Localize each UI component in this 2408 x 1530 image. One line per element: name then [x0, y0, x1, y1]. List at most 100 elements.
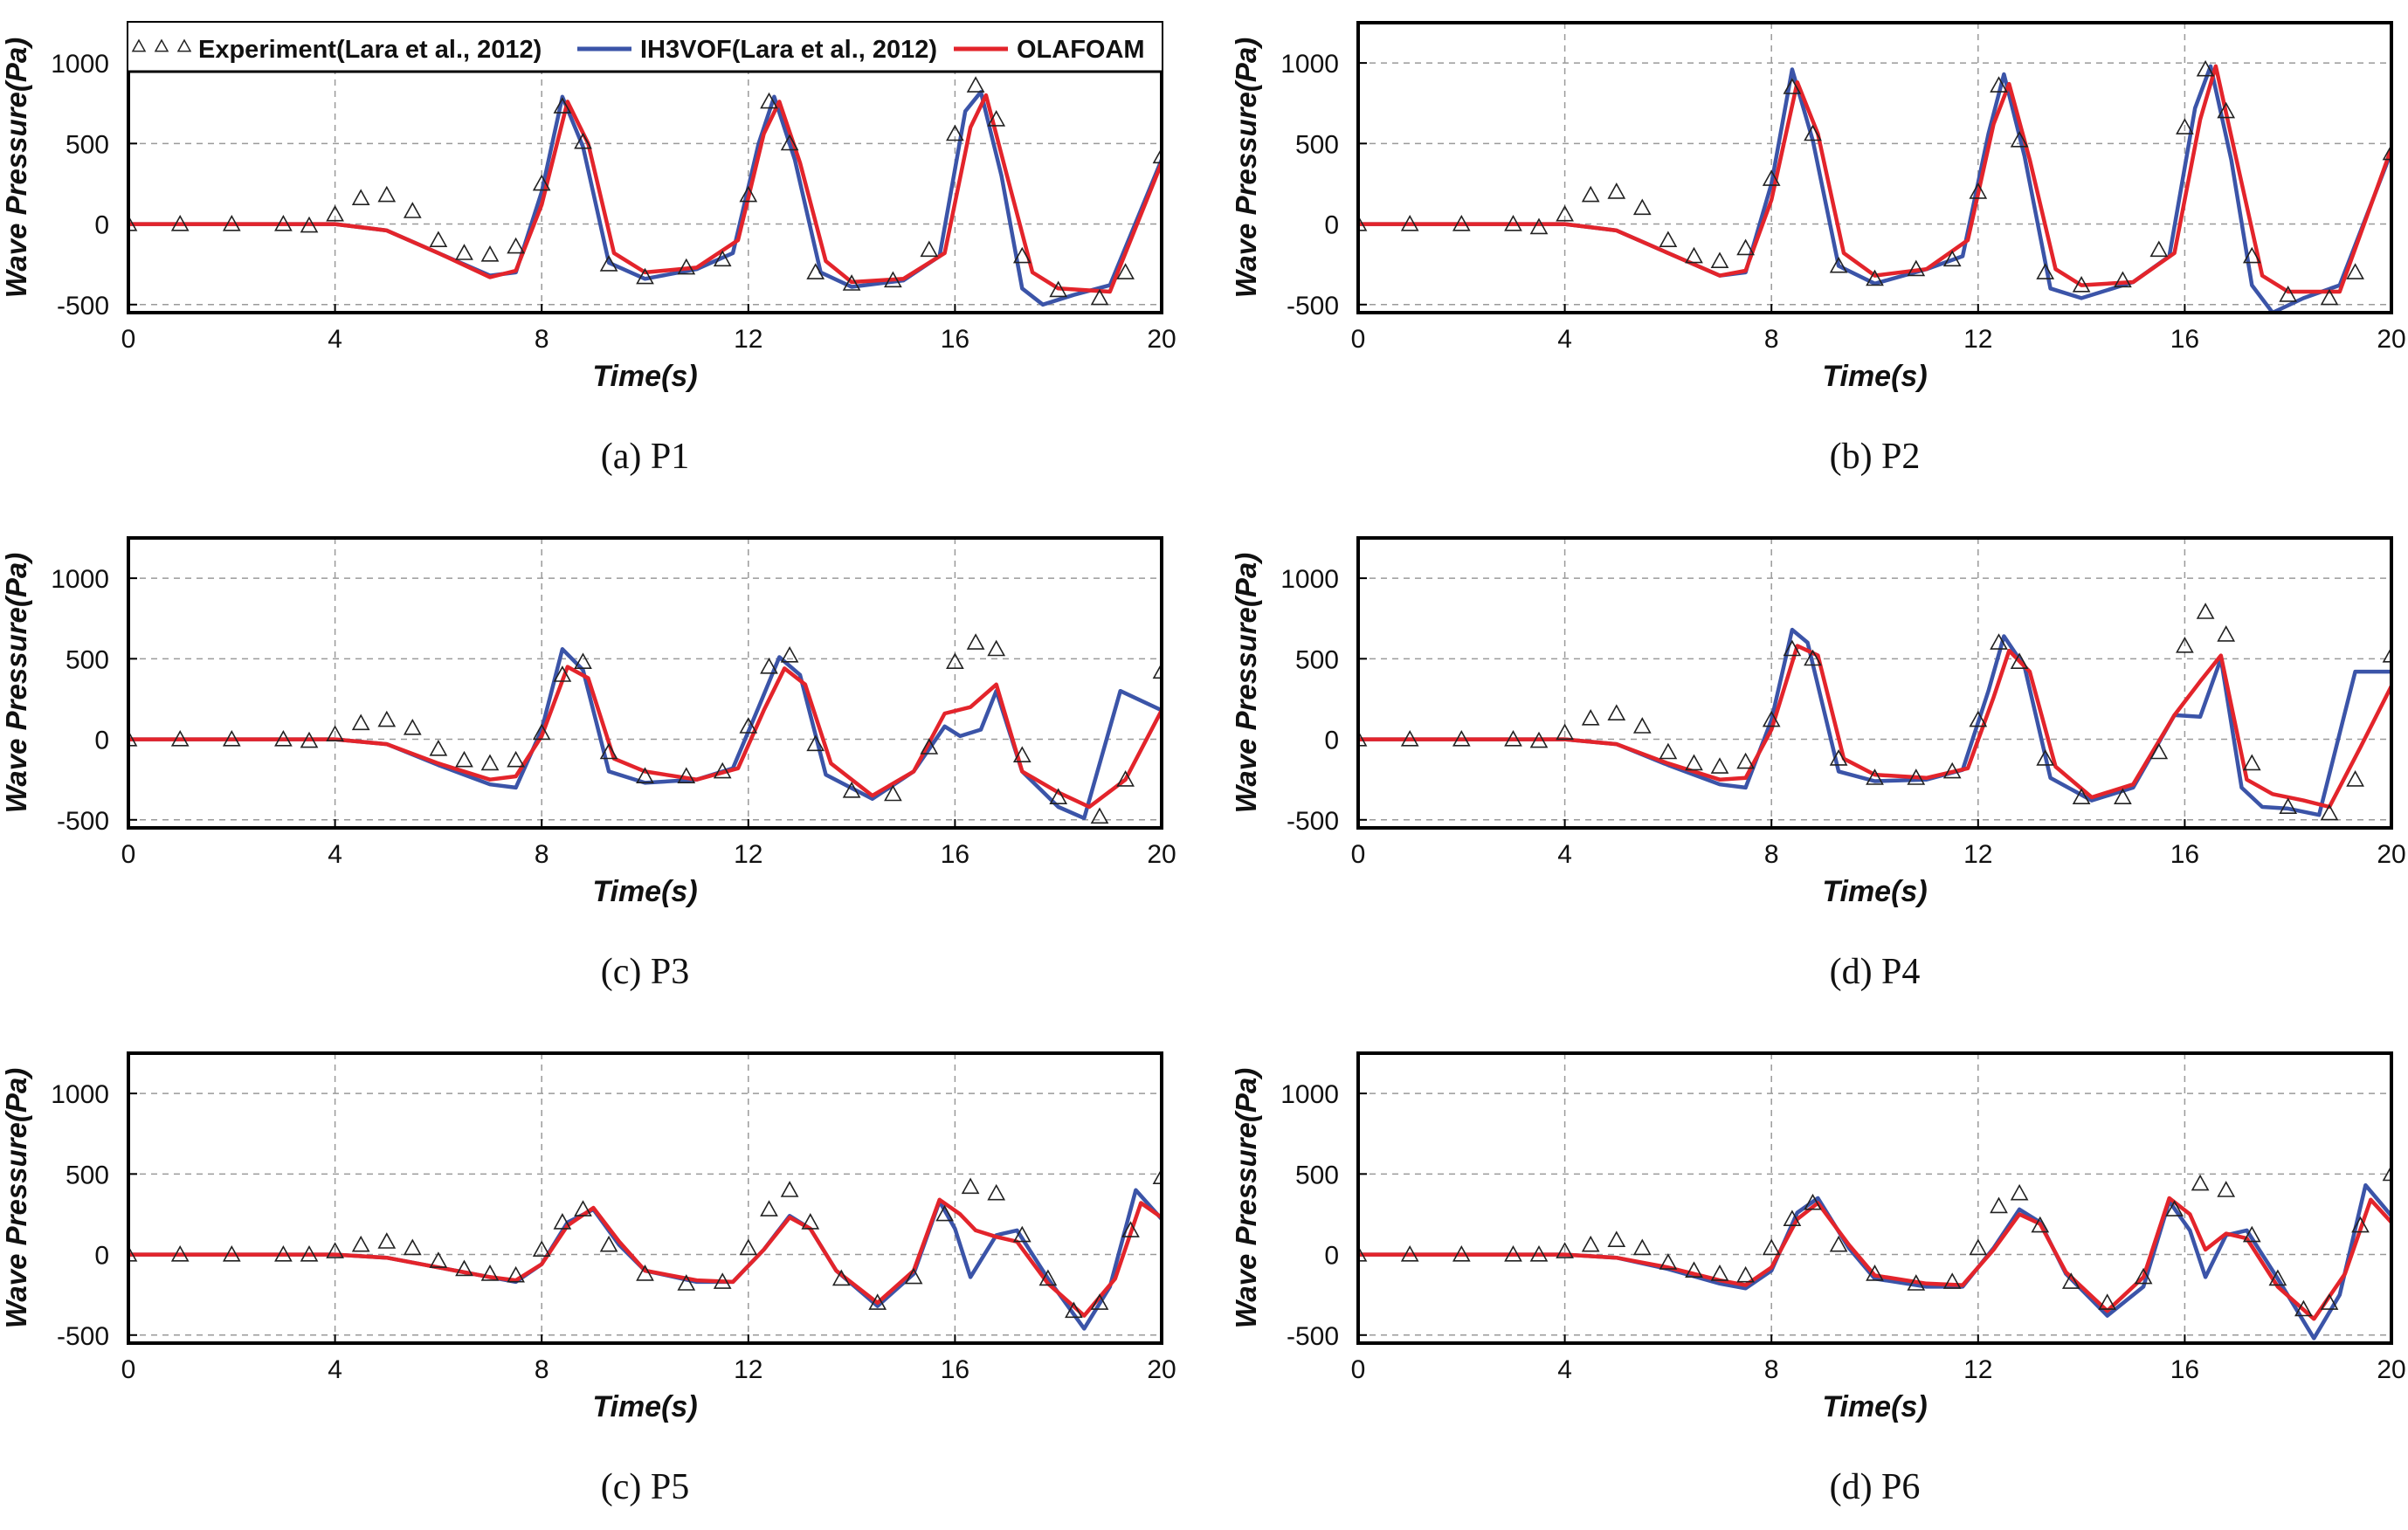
- experiment-point: [1556, 1242, 1574, 1258]
- experiment-point: [1358, 729, 1368, 747]
- legend-ih3vof-label: IH3VOF(Lara et al., 2012): [640, 36, 937, 64]
- legend-experiment-marker: [154, 38, 169, 52]
- experiment-point: [780, 1181, 799, 1197]
- experiment-point: [636, 267, 654, 285]
- experiment-point: [1121, 1221, 1140, 1237]
- legend-olafoam-label: OLAFOAM: [1017, 36, 1145, 64]
- experiment-point: [2010, 130, 2029, 148]
- experiment-point: [920, 240, 939, 258]
- experiment-point: [222, 1244, 241, 1262]
- y-tick-label: 0: [1324, 211, 1339, 240]
- experiment-point: [780, 134, 799, 151]
- experiment-point: [935, 1204, 954, 1222]
- experiment-point: [1400, 214, 1419, 231]
- experiment-point: [1049, 788, 1068, 805]
- experiment-point: [1969, 1238, 1988, 1256]
- plot-frame: [127, 1051, 1163, 1345]
- y-tick-label: 1000: [51, 565, 109, 594]
- experiment-point: [1990, 1196, 2008, 1214]
- experiment-point: [842, 781, 861, 798]
- experiment-point: [2196, 603, 2215, 619]
- legend-experiment-marker: [131, 38, 147, 52]
- panel-caption: (d) P4: [1830, 952, 1921, 992]
- experiment-point: [1907, 768, 1926, 785]
- plot-frame: [127, 536, 1163, 830]
- experiment-point: [1581, 1235, 1600, 1252]
- experiment-point: [1685, 754, 1703, 771]
- series-group: [128, 1168, 1162, 1331]
- experiment-point: [1866, 768, 1884, 785]
- experiment-point: [2036, 263, 2055, 279]
- experiment-point: [599, 255, 618, 272]
- experiment-point: [739, 717, 758, 734]
- olafoam-series-line: [1358, 1196, 2391, 1321]
- x-tick-label: 8: [1764, 325, 1779, 354]
- experiment-point: [1804, 1193, 1822, 1210]
- panel-caption: (d) P6: [1830, 1467, 1921, 1507]
- chart-panel: 0 4 8 12 16 20 -500 0 500 1000 Time(s) Wave Pressur…: [0, 536, 1176, 992]
- olafoam-series-line: [128, 1197, 1162, 1318]
- x-tick-label: 8: [535, 840, 549, 869]
- experiment-point: [480, 1265, 500, 1281]
- y-tick-label: 500: [66, 1161, 109, 1189]
- experiment-point: [599, 742, 618, 760]
- plot-area: [128, 538, 1162, 828]
- experiment-point: [1556, 204, 1574, 222]
- series-group: [1358, 59, 2391, 313]
- experiment-point: [377, 185, 397, 203]
- experiment-point: [1400, 729, 1419, 747]
- plot-area: [1358, 23, 2391, 313]
- experiment-point: [1152, 147, 1162, 164]
- x-tick-label: 20: [2377, 1355, 2405, 1384]
- x-tick-label: 4: [328, 1355, 342, 1384]
- y-tick-label: -500: [57, 292, 109, 320]
- experiment-point: [1829, 749, 1848, 766]
- y-axis-title: Wave Pressure(Pa): [0, 38, 32, 298]
- y-tick-label: -500: [1287, 292, 1339, 320]
- experiment-point: [532, 723, 551, 741]
- experiment-point: [987, 1183, 1006, 1201]
- x-tick-label: 4: [1557, 325, 1572, 354]
- x-tick-label: 20: [1147, 1355, 1176, 1384]
- experiment-point: [1969, 710, 1988, 727]
- plot-frame: [1356, 21, 2393, 314]
- experiment-point: [574, 652, 592, 670]
- experiment-point: [801, 1213, 820, 1230]
- x-tick-label: 16: [2170, 1355, 2199, 1384]
- experiment-point: [2191, 1174, 2210, 1191]
- experiment-point: [1783, 78, 1802, 94]
- y-tick-label: 500: [1295, 1161, 1339, 1189]
- x-tick-label: 0: [1351, 840, 1366, 869]
- panel-caption: (b) P2: [1830, 437, 1921, 477]
- experiment-point: [1632, 717, 1652, 734]
- experiment-point: [1866, 1265, 1884, 1281]
- x-tick-label: 16: [2170, 840, 2199, 869]
- experiment-point: [2320, 1293, 2339, 1310]
- experiment-point: [2242, 1225, 2261, 1243]
- x-tick-label: 12: [734, 840, 762, 869]
- experiment-point: [2382, 143, 2391, 161]
- experiment-point: [599, 1235, 618, 1252]
- experiment-point: [1529, 217, 1549, 235]
- experiment-point: [2382, 645, 2391, 663]
- experiment-point: [1090, 288, 1109, 306]
- chart-panel: 0 4 8 12 16 20 -500 0 500 1000 Time(s) Wave Pressur…: [0, 21, 1176, 477]
- experiment-point: [2279, 797, 2298, 815]
- experiment-point: [1452, 729, 1471, 747]
- x-axis-title: Time(s): [592, 875, 697, 908]
- experiment-point: [987, 110, 1006, 127]
- experiment-point: [1866, 269, 1884, 286]
- experiment-point: [429, 1251, 448, 1268]
- experiment-point: [326, 1242, 344, 1258]
- experiment-point: [1116, 770, 1135, 787]
- experiment-point: [403, 718, 422, 735]
- y-tick-label: -500: [1287, 1322, 1339, 1351]
- experiment-point: [480, 754, 500, 771]
- x-tick-label: 4: [328, 840, 342, 869]
- y-tick-label: 1000: [1280, 50, 1339, 79]
- experiment-point: [300, 731, 319, 748]
- plot-area: [128, 1053, 1162, 1343]
- x-tick-label: 16: [941, 840, 969, 869]
- experiment-point: [2031, 1216, 2050, 1233]
- experiment-point: [1907, 259, 1926, 277]
